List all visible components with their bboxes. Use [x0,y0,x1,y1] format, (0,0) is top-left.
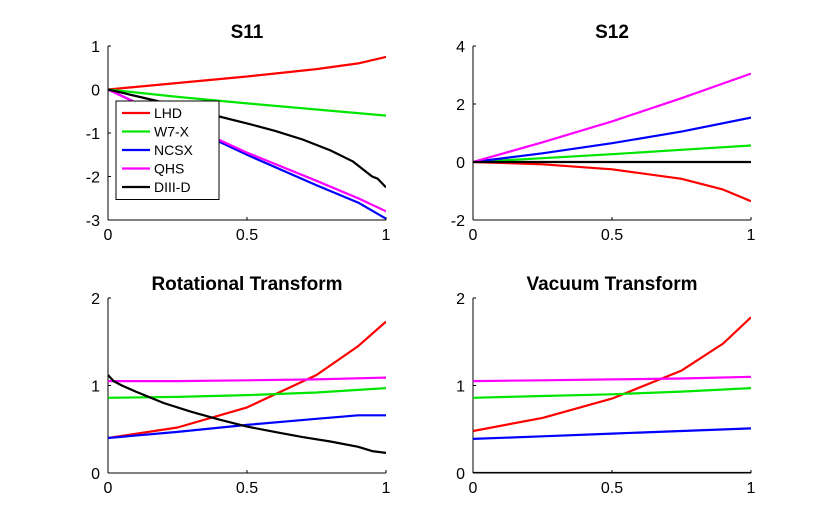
series-qhs [473,72,751,164]
y-tick-label: 0 [91,466,100,483]
panel-title: S12 [595,22,629,43]
x-tick-label: 0.5 [236,227,258,244]
series-diii-d [108,374,386,454]
y-tick-label: 2 [91,291,100,308]
x-tick-label: 0 [469,227,478,244]
series-ncsx [108,414,386,440]
series-w7-x [108,88,386,117]
panel-title: Vacuum Transform [526,274,697,295]
x-tick-label: 0 [469,480,478,497]
legend-label-w7-x: W7-X [154,124,190,140]
legend-label-ncsx: NCSX [154,142,194,158]
series-lhd [473,316,751,433]
series-w7-x [108,387,386,399]
y-tick-label: 1 [91,39,100,56]
y-tick-label: -1 [86,126,100,143]
y-tick-label: -2 [86,170,100,187]
series-ncsx [473,116,751,164]
y-tick-label: 1 [456,379,465,396]
x-tick-label: 1 [747,480,756,497]
x-tick-label: 0 [104,227,113,244]
y-tick-label: 0 [456,155,465,172]
legend-label-diii-d: DIII-D [154,179,191,195]
y-tick-label: 0 [456,466,465,483]
x-tick-label: 1 [382,227,391,244]
series-ncsx [473,427,751,440]
y-tick-label: 2 [456,97,465,114]
y-tick-label: 1 [91,379,100,396]
y-tick-label: 2 [456,291,465,308]
y-tick-label: -3 [86,213,100,230]
legend-label-lhd: LHD [154,105,182,121]
panel-title: S11 [231,22,264,43]
series-lhd [473,160,751,203]
legend-label-qhs: QHS [154,161,184,177]
x-tick-label: 1 [747,227,756,244]
series-lhd [108,320,386,440]
x-tick-label: 0.5 [601,480,623,497]
panel-vacuum-transform: Vacuum Transform 0 0.5 1 0 1 2 [456,274,755,497]
x-tick-label: 1 [382,480,391,497]
panel-title: Rotational Transform [151,274,342,295]
y-tick-label: 4 [456,39,465,56]
series-w7-x [473,144,751,164]
series-lhd [108,55,386,91]
legend: LHD W7-X NCSX QHS DIII-D [115,100,220,200]
series-w7-x [473,387,751,399]
x-tick-label: 0 [104,480,113,497]
series-qhs [108,376,386,383]
y-tick-label: -2 [451,213,465,230]
panel-rotational-transform: Rotational Transform 0 0.5 1 0 1 2 [91,274,390,497]
y-tick-label: 0 [91,83,100,100]
x-tick-label: 0.5 [601,227,623,244]
series-qhs [473,375,751,383]
x-tick-label: 0.5 [236,480,258,497]
